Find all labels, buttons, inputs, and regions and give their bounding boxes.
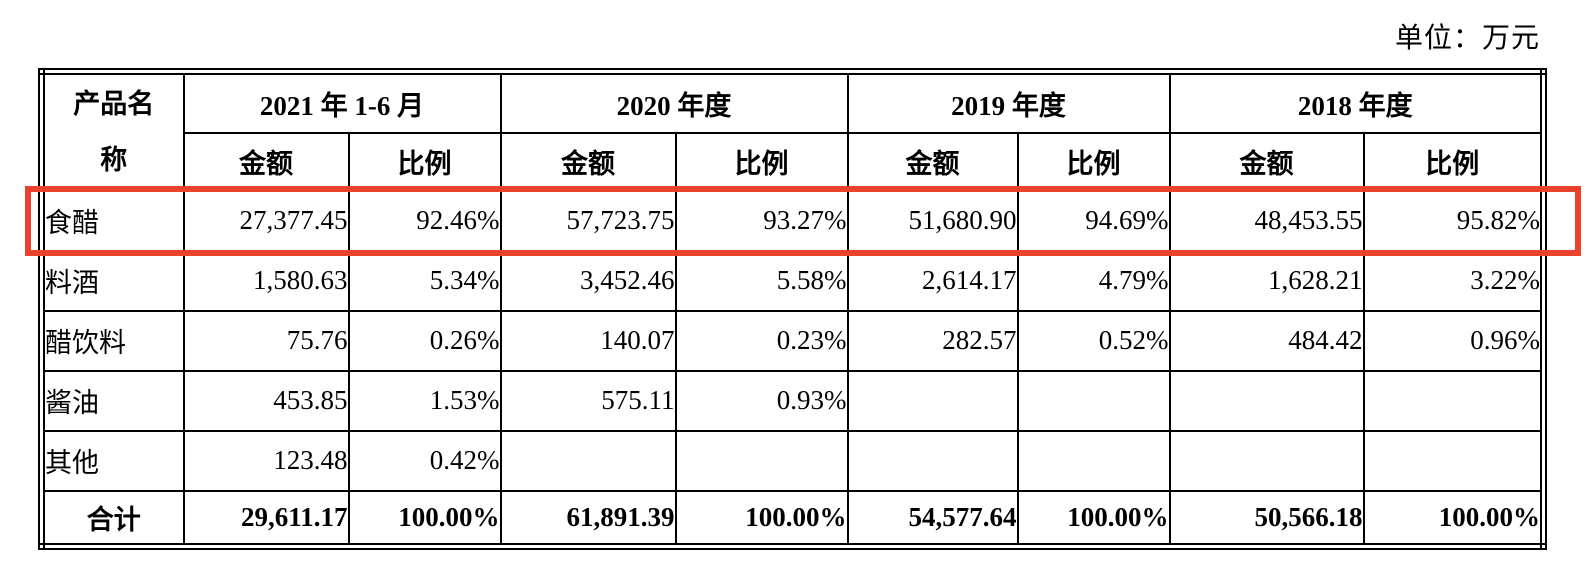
cell-amount: 51,680.90 (846, 189, 1019, 252)
cell-ratio: 100.00% (347, 489, 502, 548)
cell-amount: 27,377.45 (182, 189, 350, 252)
col-header-product-label: 产品名称 (73, 89, 155, 176)
cell-amount: 75.76 (182, 309, 350, 372)
cell-product-name: 醋饮料 (40, 309, 185, 372)
table-row-cooking-wine: 料酒 1,580.63 5.34% 3,452.46 5.58% 2,614.1… (40, 249, 1545, 312)
cell-amount: 123.48 (182, 429, 350, 492)
cell-total-label: 合计 (40, 489, 185, 548)
table-row-other: 其他 123.48 0.42% (40, 429, 1545, 492)
col-header-ratio-2018: 比例 (1362, 131, 1545, 192)
header-row-subcolumns: 金额 比例 金额 比例 金额 比例 金额 比例 (42, 131, 1545, 192)
col-header-period-2018: 2018 年度 (1168, 70, 1545, 134)
col-header-amount-2019: 金额 (846, 131, 1019, 192)
table-row-soy-sauce: 酱油 453.85 1.53% 575.11 0.93% (40, 369, 1545, 432)
cell-ratio: 0.23% (674, 309, 849, 372)
unit-label: 单位：万元 (1394, 23, 1540, 54)
cell-amount: 48,453.55 (1168, 189, 1365, 252)
cell-ratio: 100.00% (1362, 489, 1545, 548)
revenue-by-product-table: 产品名称 2021 年 1-6 月 2020 年度 2019 年度 2018 年… (38, 68, 1547, 550)
table-row-vinegar-drink: 醋饮料 75.76 0.26% 140.07 0.23% 282.57 0.52… (40, 309, 1545, 372)
cell-ratio: 5.58% (674, 249, 849, 312)
cell-amount: 575.11 (499, 369, 677, 432)
col-header-period-2019: 2019 年度 (846, 70, 1171, 134)
cell-amount: 3,452.46 (499, 249, 677, 312)
cell-product-name: 其他 (40, 429, 185, 492)
cell-amount: 140.07 (499, 309, 677, 372)
cell-amount: 54,577.64 (846, 489, 1019, 548)
cell-ratio (1362, 429, 1545, 492)
cell-amount: 61,891.39 (499, 489, 677, 548)
cell-ratio (674, 429, 849, 492)
cell-amount (499, 429, 677, 492)
cell-product-name: 酱油 (40, 369, 185, 432)
cell-ratio: 95.82% (1362, 189, 1545, 252)
col-header-amount-2018: 金额 (1168, 131, 1365, 192)
cell-ratio: 1.53% (347, 369, 502, 432)
cell-amount: 29,611.17 (182, 489, 350, 548)
cell-amount (1168, 369, 1365, 432)
cell-ratio: 5.34% (347, 249, 502, 312)
col-header-ratio-2021: 比例 (347, 131, 502, 192)
col-header-period-2020: 2020 年度 (499, 70, 849, 134)
cell-ratio: 0.26% (347, 309, 502, 372)
cell-product-name: 料酒 (40, 249, 185, 312)
col-header-amount-2021: 金额 (182, 131, 350, 192)
cell-amount (846, 429, 1019, 492)
col-header-product: 产品名称 (40, 70, 185, 192)
cell-amount: 57,723.75 (499, 189, 677, 252)
cell-ratio (1016, 429, 1171, 492)
col-header-ratio-2019: 比例 (1016, 131, 1171, 192)
cell-ratio: 100.00% (1016, 489, 1171, 548)
col-header-amount-2020: 金额 (499, 131, 677, 192)
header-row-periods: 产品名称 2021 年 1-6 月 2020 年度 2019 年度 2018 年… (40, 70, 1545, 192)
cell-amount (1168, 429, 1365, 492)
cell-ratio: 100.00% (674, 489, 849, 548)
cell-amount: 484.42 (1168, 309, 1365, 372)
cell-ratio: 94.69% (1016, 189, 1171, 252)
cell-product-name: 食醋 (40, 189, 185, 252)
cell-ratio: 4.79% (1016, 249, 1171, 312)
cell-amount: 50,566.18 (1168, 489, 1365, 548)
cell-amount (846, 369, 1019, 432)
cell-ratio: 92.46% (347, 189, 502, 252)
col-header-ratio-2020: 比例 (674, 131, 849, 192)
cell-ratio: 0.42% (347, 429, 502, 492)
cell-ratio: 0.93% (674, 369, 849, 432)
cell-ratio: 0.52% (1016, 309, 1171, 372)
cell-amount: 1,580.63 (182, 249, 350, 312)
cell-amount: 2,614.17 (846, 249, 1019, 312)
cell-ratio: 0.96% (1362, 309, 1545, 372)
cell-amount: 1,628.21 (1168, 249, 1365, 312)
table-row-total: 合计 29,611.17 100.00% 61,891.39 100.00% 5… (40, 489, 1545, 548)
cell-amount: 282.57 (846, 309, 1019, 372)
cell-ratio (1016, 369, 1171, 432)
cell-amount: 453.85 (182, 369, 350, 432)
cell-ratio: 93.27% (674, 189, 849, 252)
table-row-vinegar: 食醋 27,377.45 92.46% 57,723.75 93.27% 51,… (40, 189, 1545, 252)
col-header-period-2021: 2021 年 1-6 月 (182, 70, 502, 134)
cell-ratio: 3.22% (1362, 249, 1545, 312)
cell-ratio (1362, 369, 1545, 432)
